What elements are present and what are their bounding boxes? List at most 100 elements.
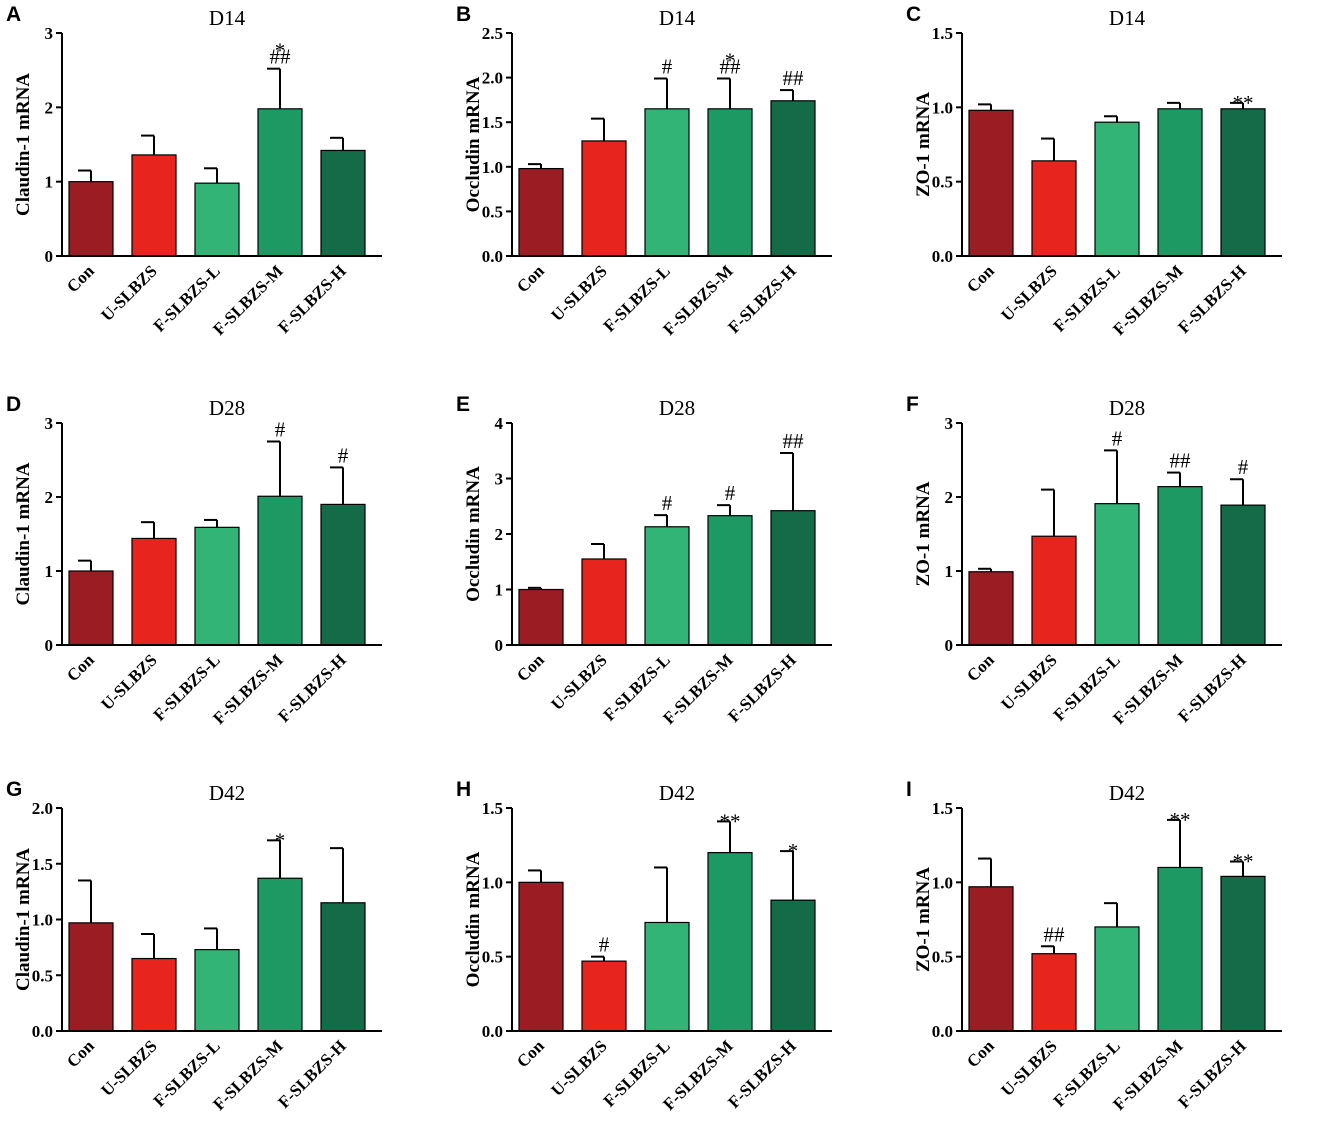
bar — [1031, 535, 1077, 646]
y-tick-label: 1 — [495, 581, 504, 600]
y-axis-label: Claudin-1 mRNA — [13, 848, 34, 991]
significance-mark: # — [599, 933, 610, 957]
panel-title: D42 — [659, 781, 695, 805]
bar — [1094, 503, 1140, 646]
panel-title: D14 — [209, 6, 246, 30]
y-tick-label: 1.5 — [32, 855, 53, 874]
y-tick-label: 2 — [45, 488, 54, 507]
significance-mark: * — [725, 48, 736, 72]
significance-mark: ** — [1233, 850, 1254, 874]
y-tick-label: 2.0 — [482, 69, 503, 88]
panel-title: D28 — [209, 396, 245, 420]
x-tick-label: U-SLBZS — [997, 1036, 1061, 1100]
x-tick-label: Con — [63, 1036, 98, 1071]
x-tick-label: F-SLBZS-H — [724, 650, 800, 726]
y-axis-label: Claudin-1 mRNA — [13, 73, 34, 216]
y-tick-label: 2 — [495, 525, 504, 544]
bar — [131, 957, 177, 1032]
panel-letter: E — [456, 393, 470, 416]
significance-mark: ## — [1170, 449, 1192, 473]
bar — [1094, 926, 1140, 1032]
x-tick-label: F-SLBZS-H — [724, 261, 800, 337]
y-tick-label: 1.0 — [482, 873, 503, 892]
y-tick-label: 1.0 — [32, 911, 53, 930]
y-tick-label: 1.0 — [932, 873, 953, 892]
panel-title: D28 — [659, 396, 695, 420]
x-tick-label: Con — [513, 1036, 548, 1071]
significance-mark: # — [662, 54, 673, 78]
y-tick-label: 3 — [495, 470, 504, 489]
x-tick-label: U-SLBZS — [997, 650, 1061, 714]
bar — [1157, 866, 1203, 1032]
y-tick-label: 1.0 — [482, 158, 503, 177]
bar — [68, 922, 114, 1032]
bar — [194, 526, 240, 646]
bar — [1220, 875, 1266, 1032]
bar — [320, 902, 366, 1032]
significance-mark: # — [1238, 455, 1249, 479]
y-tick-label: 1 — [45, 173, 54, 192]
significance-mark: ## — [720, 54, 742, 78]
significance-mark: * — [788, 839, 799, 863]
x-tick-label: Con — [63, 650, 98, 685]
bar — [968, 109, 1014, 257]
x-tick-label: U-SLBZS — [997, 261, 1061, 325]
y-tick-label: 0.5 — [482, 948, 503, 967]
y-tick-label: 0.0 — [932, 247, 953, 266]
y-tick-label: 2 — [45, 98, 54, 117]
x-tick-label: Con — [963, 650, 998, 685]
bar — [131, 154, 177, 257]
bar — [518, 167, 564, 257]
y-tick-label: 1 — [45, 562, 54, 581]
bar — [644, 921, 690, 1032]
significance-mark: ## — [783, 429, 805, 453]
panel-letter: H — [456, 778, 471, 801]
y-tick-label: 0.0 — [482, 247, 503, 266]
y-tick-label: 4 — [495, 414, 504, 433]
x-tick-label: F-SLBZS-H — [1174, 261, 1250, 337]
bar — [770, 899, 816, 1032]
x-tick-label: Con — [513, 261, 548, 296]
significance-mark: ## — [1044, 922, 1066, 946]
x-tick-label: F-SLBZS-H — [724, 1036, 800, 1112]
bar — [1220, 504, 1266, 646]
bar — [644, 526, 690, 646]
y-tick-label: 0.0 — [482, 1022, 503, 1041]
bar — [581, 558, 627, 646]
x-tick-label: U-SLBZS — [547, 650, 611, 714]
significance-mark: # — [338, 443, 349, 467]
y-tick-label: 1.0 — [932, 98, 953, 117]
y-axis-label: Occludin mRNA — [463, 851, 484, 987]
bar — [68, 181, 114, 257]
panel-title: D14 — [1109, 6, 1146, 30]
bar — [518, 588, 564, 646]
y-tick-label: 3 — [45, 24, 54, 43]
x-tick-label: Con — [513, 650, 548, 685]
panel-letter: F — [906, 393, 919, 416]
significance-mark: # — [662, 491, 673, 515]
bar — [707, 108, 753, 257]
x-tick-label: U-SLBZS — [547, 261, 611, 325]
x-tick-label: U-SLBZS — [97, 650, 161, 714]
bar — [770, 100, 816, 257]
bar — [707, 515, 753, 646]
x-tick-label: Con — [63, 261, 98, 296]
y-axis-label: ZO-1 mRNA — [913, 92, 934, 197]
panel-letter: B — [456, 3, 471, 26]
bar — [1157, 108, 1203, 257]
bar — [257, 495, 303, 646]
x-tick-label: F-SLBZS-H — [1174, 1036, 1250, 1112]
y-tick-label: 2 — [945, 488, 954, 507]
y-tick-label: 0.5 — [32, 966, 53, 985]
bar — [320, 149, 366, 257]
y-tick-label: 0.5 — [932, 173, 953, 192]
bar — [518, 881, 564, 1032]
y-axis-label: ZO-1 mRNA — [913, 867, 934, 972]
bar — [1094, 121, 1140, 257]
y-tick-label: 0.5 — [482, 202, 503, 221]
panel-letter: G — [6, 778, 22, 801]
